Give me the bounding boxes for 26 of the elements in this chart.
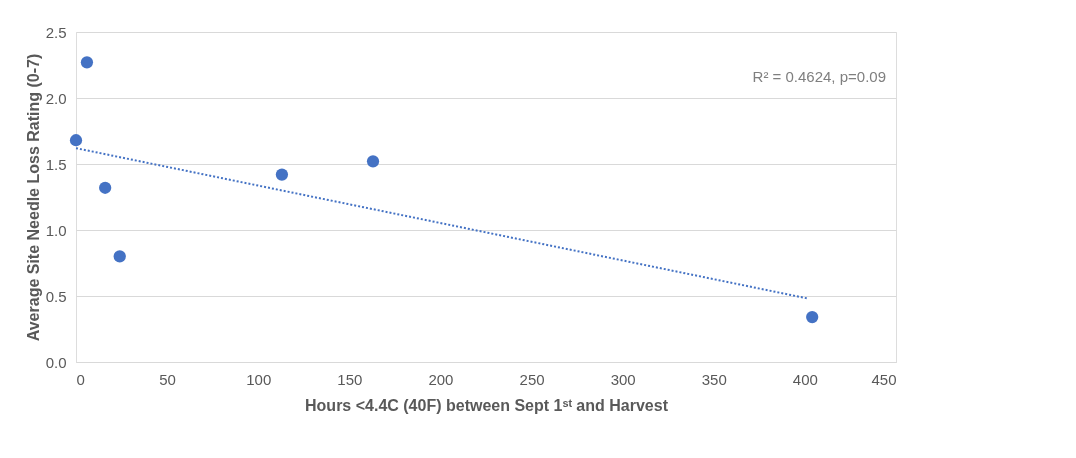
x-tick-label: 450	[871, 370, 897, 388]
point	[99, 181, 112, 194]
y-tick-label: 0.5	[45, 287, 67, 305]
x-tick-label: 50	[159, 370, 176, 388]
x-axis-title: Hours <4.4C (40F) between Sept 1ˢᵗ and Harvest	[305, 396, 669, 414]
point	[275, 168, 289, 181]
y-axis-title: Average Site Needle Loss Rating (0-7)	[24, 53, 42, 342]
point	[113, 250, 126, 263]
x-tick-label: 300	[610, 370, 636, 388]
point	[806, 311, 819, 324]
x-tick-label: 150	[337, 370, 363, 388]
x-tick-label: 0	[76, 370, 85, 388]
x-tick-label: 250	[519, 370, 545, 388]
annotation: R² = 0.4624, p=0.09	[752, 68, 886, 85]
y-tick-label: 1.0	[45, 221, 67, 239]
x-tick-label: 200	[428, 370, 454, 388]
point	[80, 56, 94, 69]
x-tick-label: 100	[246, 370, 272, 388]
y-tick-label: 0.0	[45, 353, 67, 371]
y-tick-label: 2.0	[45, 89, 67, 107]
y-tick-label: 1.5	[45, 155, 67, 173]
point	[366, 155, 380, 168]
x-tick-label: 400	[792, 370, 818, 388]
point	[69, 134, 83, 147]
x-tick-label: 350	[701, 370, 727, 388]
y-tick-label: 2.5	[45, 23, 67, 41]
